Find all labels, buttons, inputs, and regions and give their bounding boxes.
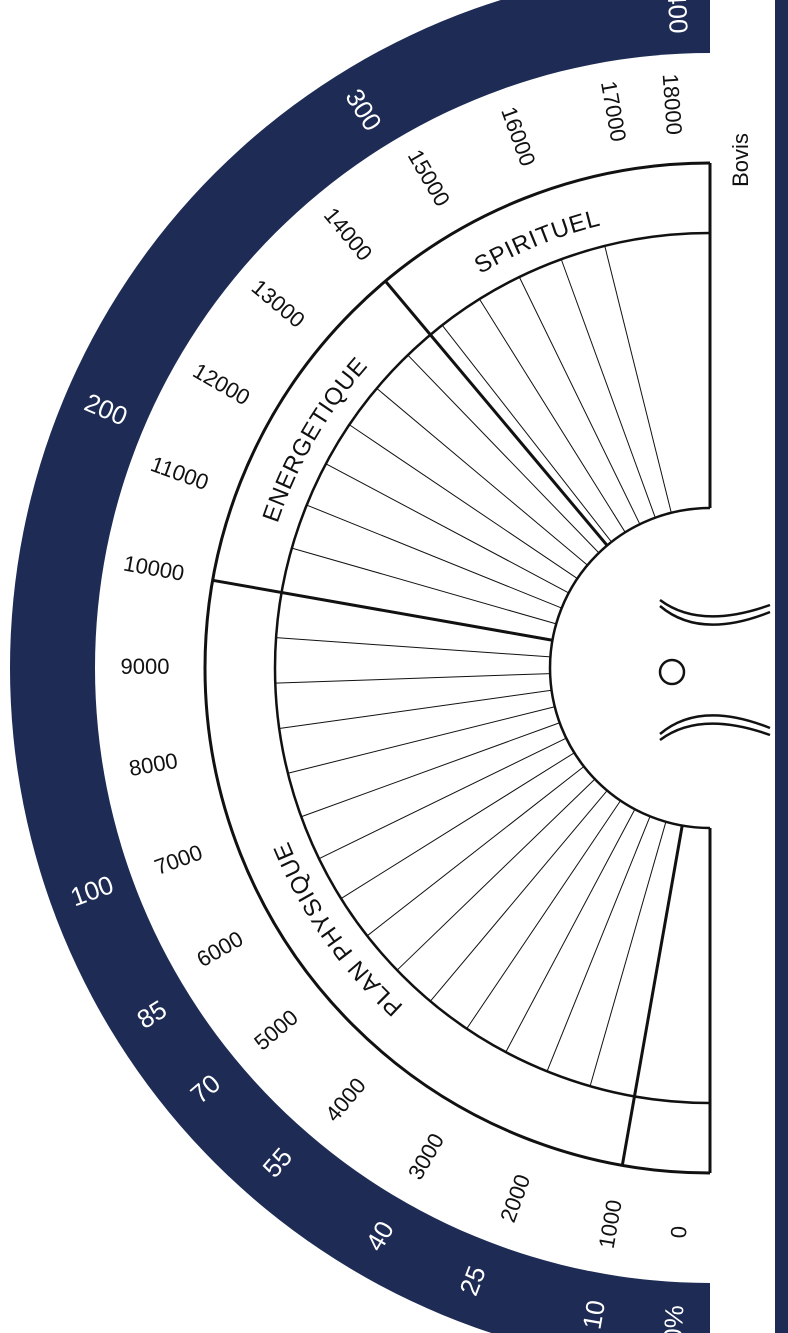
right-strip: [775, 0, 788, 1333]
plane-boundary: [212, 578, 553, 642]
ray: [291, 547, 557, 625]
dial-background: [10, 0, 788, 1333]
unit-label: Bovis: [728, 133, 753, 187]
symbol-crescent: [659, 714, 771, 742]
plate-outline: [203, 161, 712, 1175]
symbol-dot: [658, 658, 686, 686]
number-ring: [95, 53, 788, 1283]
ray: [325, 463, 569, 594]
ray: [546, 816, 651, 1072]
ray: [349, 424, 578, 579]
ray: [276, 637, 551, 658]
ray: [560, 259, 656, 518]
plane-boundary: [620, 825, 684, 1166]
ray: [505, 809, 636, 1053]
bovis-scale-label: 18000: [658, 73, 687, 136]
ray: [279, 689, 552, 730]
ray: [430, 790, 608, 1002]
center-symbol: [658, 598, 771, 742]
middle-arc: [273, 231, 711, 1105]
white-strip: [710, 0, 775, 1333]
outer-scale-label: 10: [577, 1298, 612, 1332]
ray: [479, 298, 626, 533]
ray: [306, 504, 562, 609]
ray: [366, 766, 585, 937]
outer-scale-label: 400: [662, 0, 694, 34]
outer-scale-label: 0%: [658, 1304, 690, 1333]
ray: [275, 673, 551, 684]
plane-boundary: [384, 280, 609, 547]
inner-arc: [548, 506, 711, 830]
bovis-scale-label: 0: [666, 1225, 692, 1239]
symbol-crescent: [659, 598, 771, 626]
ray: [589, 821, 667, 1087]
ray: [407, 354, 600, 554]
bovis-scale-label: 9000: [121, 654, 170, 679]
ray: [287, 706, 555, 774]
ray: [376, 388, 588, 566]
ray: [604, 245, 672, 513]
ray: [318, 737, 567, 860]
ray: [301, 722, 560, 818]
ray: [396, 778, 596, 971]
ray: [466, 800, 621, 1029]
outer-arc: [203, 161, 711, 1175]
ray: [340, 752, 575, 899]
ray: [441, 324, 612, 543]
rays: [212, 245, 684, 1166]
ray: [518, 276, 641, 525]
